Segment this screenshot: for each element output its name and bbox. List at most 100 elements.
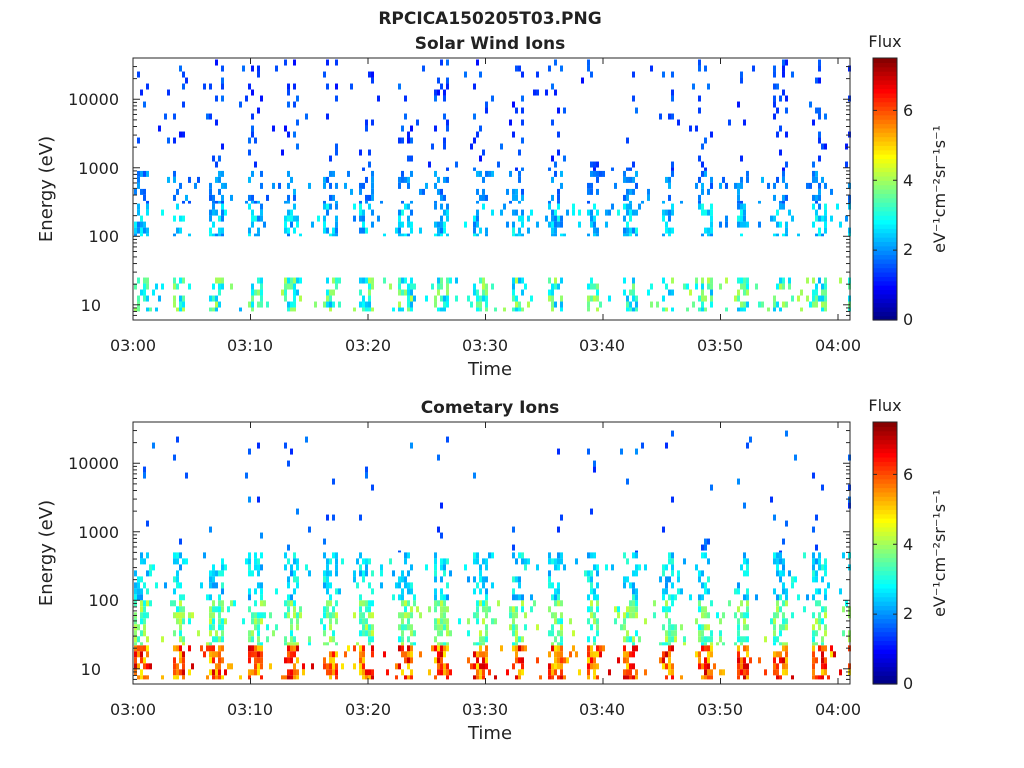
spectrogram-cell: [140, 657, 143, 664]
spectrogram-cell: [296, 221, 299, 228]
spectrogram-cell: [527, 227, 530, 234]
spectrogram-cell: [698, 59, 701, 66]
colorbar-swatch: [873, 500, 897, 506]
spectrogram-cell: [632, 588, 635, 595]
spectrogram-cell: [323, 606, 326, 613]
spectrogram-cell: [767, 307, 770, 312]
spectrogram-cell: [287, 215, 290, 222]
spectrogram-cell: [479, 307, 482, 312]
spectrogram-cell: [779, 642, 782, 646]
spectrogram-cell: [512, 209, 515, 216]
spectrogram-cell: [476, 221, 479, 228]
spectrogram-cell: [257, 442, 260, 449]
spectrogram-cell: [368, 289, 371, 296]
spectrogram-cell: [683, 558, 686, 565]
spectrogram-cell: [290, 624, 293, 631]
spectrogram-cell: [404, 624, 407, 631]
spectrogram-cell: [668, 636, 671, 643]
spectrogram-cell: [812, 642, 815, 646]
spectrogram-cell: [551, 155, 554, 162]
spectrogram-cell: [179, 630, 182, 637]
spectrogram-cell: [146, 83, 149, 90]
spectrogram-cell: [698, 200, 701, 204]
spectrogram-cell: [794, 454, 797, 461]
spectrogram-cell: [218, 170, 221, 177]
colorbar-swatch: [873, 289, 897, 295]
ytick-label: 100: [88, 591, 119, 610]
spectrogram-cell: [329, 170, 332, 177]
colorbar-swatch: [873, 293, 897, 299]
spectrogram-cell: [557, 221, 560, 228]
spectrogram-cell: [368, 624, 371, 631]
spectrogram-cell: [134, 221, 137, 228]
spectrogram-cell: [626, 203, 629, 210]
spectrogram-cell: [824, 588, 827, 595]
spectrogram-cell: [782, 588, 785, 595]
spectrogram-cell: [248, 657, 251, 664]
spectrogram-cell: [818, 564, 821, 571]
spectrogram-cell: [440, 59, 443, 66]
spectrogram-cell: [524, 283, 527, 290]
spectrogram-cell: [287, 182, 290, 189]
spectrogram-cell: [434, 570, 437, 577]
spectrogram-cell: [437, 663, 440, 670]
spectrogram-cell: [491, 552, 494, 559]
spectrogram-cell: [206, 642, 209, 646]
spectrogram-cell: [134, 188, 137, 195]
spectrogram-cell: [440, 651, 443, 658]
spectrogram-cell: [134, 636, 137, 643]
spectrogram-cell: [701, 606, 704, 613]
spectrogram-cell: [398, 576, 401, 583]
colorbar-tick-label: 0: [903, 310, 913, 329]
spectrogram-cell: [572, 209, 575, 216]
spectrogram-cell: [479, 170, 482, 177]
spectrogram-cell: [443, 642, 446, 646]
panel-title-solar-wind: Solar Wind Ions: [415, 34, 566, 54]
spectrogram-cell: [245, 95, 248, 102]
spectrogram-cell: [434, 600, 437, 607]
spectrogram-cell: [818, 194, 821, 201]
spectrogram-cell: [479, 669, 482, 676]
spectrogram-cell: [824, 663, 827, 670]
spectrogram-cell: [221, 143, 224, 150]
spectrogram-cell: [260, 289, 263, 296]
spectrogram-cell: [191, 663, 194, 670]
spectrogram-cell: [812, 630, 815, 637]
spectrogram-cell: [173, 588, 176, 595]
spectrogram-cell: [251, 295, 254, 302]
spectrogram-cell: [590, 645, 593, 652]
spectrogram-cell: [743, 119, 746, 126]
spectrogram-cell: [572, 645, 575, 652]
spectrogram-cell: [704, 612, 707, 619]
spectrogram-cell: [524, 624, 527, 631]
spectrogram-cell: [677, 576, 680, 583]
spectrogram-cell: [746, 289, 749, 296]
spectrogram-cell: [398, 277, 401, 284]
spectrogram-cell: [518, 149, 521, 156]
spectrogram-cell: [218, 570, 221, 577]
spectrogram-cell: [140, 221, 143, 228]
spectrogram-cell: [758, 221, 761, 228]
spectrogram-cell: [599, 170, 602, 177]
spectrogram-cell: [773, 558, 776, 565]
spectrogram-cell: [779, 125, 782, 132]
spectrogram-cell: [623, 233, 626, 237]
spectrogram-cell: [779, 552, 782, 559]
spectrogram-cell: [137, 71, 140, 78]
spectrogram-cell: [359, 564, 362, 571]
spectrogram-cell: [479, 277, 482, 284]
spectrogram-cell: [824, 624, 827, 631]
spectrogram-cell: [176, 618, 179, 625]
spectrogram-cell: [221, 170, 224, 177]
spectrogram-cell: [593, 594, 596, 601]
spectrogram-cell: [548, 606, 551, 613]
colorbar-swatch: [873, 106, 897, 111]
spectrogram-cell: [665, 582, 668, 589]
spectrogram-cell: [629, 669, 632, 676]
spectrogram-cell: [512, 588, 515, 595]
spectrogram-cell: [221, 95, 224, 102]
spectrogram-cell: [368, 642, 371, 646]
spectrogram-cell: [332, 663, 335, 670]
spectrogram-cell: [257, 624, 260, 631]
xtick-label: 03:10: [227, 700, 273, 719]
